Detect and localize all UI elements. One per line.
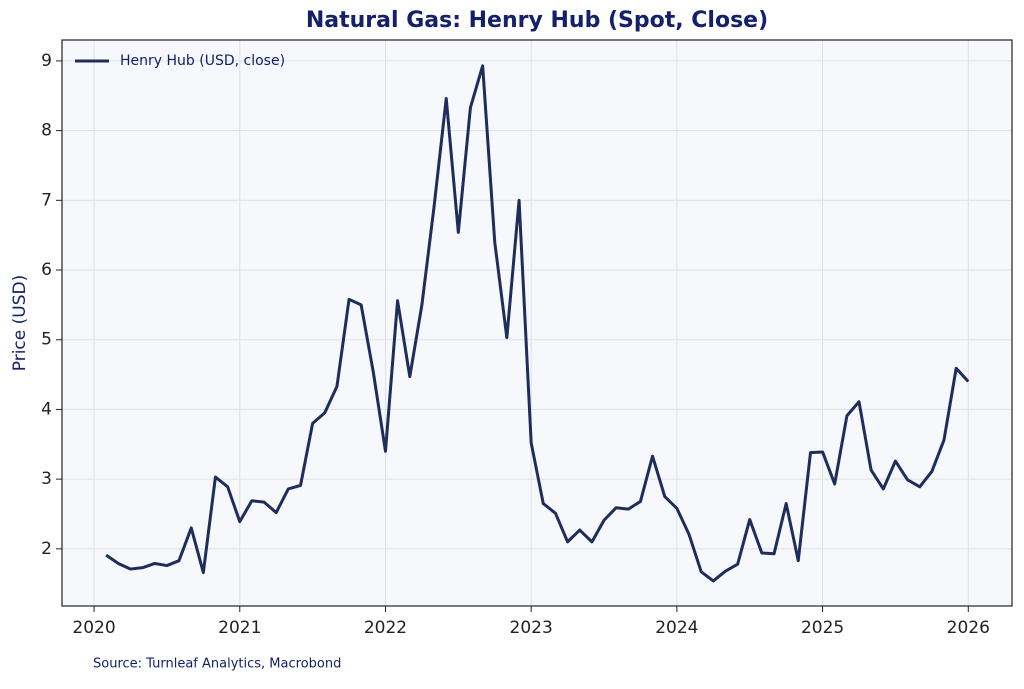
plot-area — [62, 40, 1012, 606]
x-tick-label: 2023 — [510, 618, 553, 638]
source-note: Source: Turnleaf Analytics, Macrobond — [93, 657, 341, 672]
x-tick-label: 2025 — [801, 618, 844, 638]
legend-label: Henry Hub (USD, close) — [120, 53, 285, 69]
y-tick-label: 4 — [41, 399, 52, 419]
y-tick-label: 7 — [41, 190, 52, 210]
y-tick-label: 2 — [41, 539, 52, 559]
y-tick-label: 8 — [41, 121, 52, 141]
y-tick-label: 5 — [41, 330, 52, 350]
data-line — [105, 64, 970, 583]
x-tick-label: 2021 — [218, 618, 261, 638]
x-tick-label: 2024 — [655, 618, 698, 638]
x-tick-label: 2026 — [947, 618, 990, 638]
y-axis-label: Price (USD) — [10, 275, 30, 371]
y-tick-label: 3 — [41, 469, 52, 489]
x-tick-label: 2020 — [72, 618, 115, 638]
y-tick-label: 6 — [41, 260, 52, 280]
x-tick-label: 2022 — [364, 618, 407, 638]
plot-frame — [61, 39, 1013, 607]
chart-title: Natural Gas: Henry Hub (Spot, Close) — [306, 8, 768, 33]
y-tick-label: 9 — [41, 51, 52, 71]
